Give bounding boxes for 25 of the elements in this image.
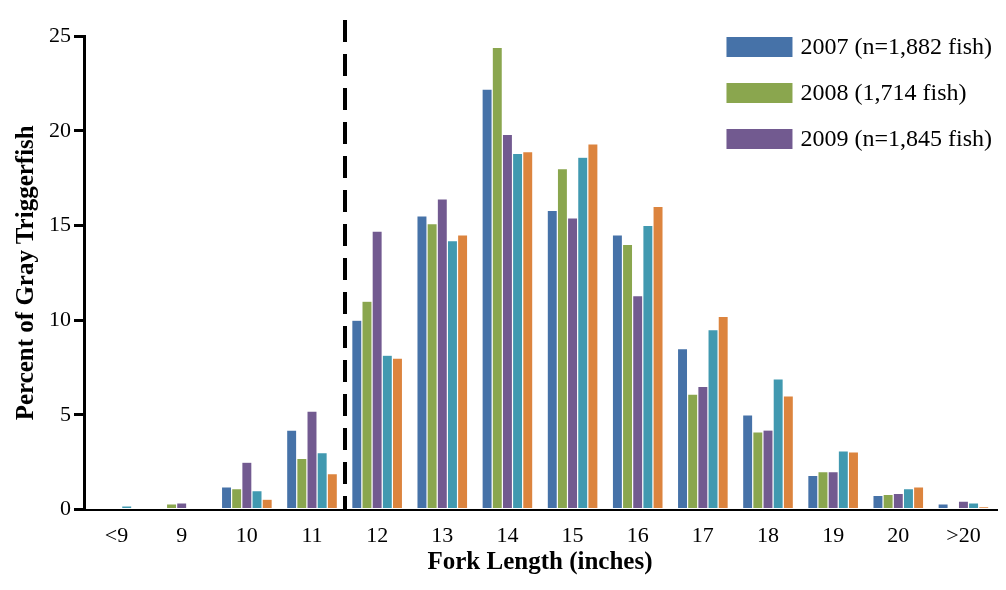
x-tick-label: 9 (176, 521, 188, 547)
x-tick-label: 14 (496, 521, 519, 547)
x-tick-label: 19 (822, 521, 845, 547)
x-tick-label: 13 (431, 521, 454, 547)
legend-label: 2008 (1,714 fish) (800, 79, 967, 106)
legend-label: 2007 (n=1,882 fish) (800, 33, 993, 60)
x-tick-label: 10 (235, 521, 258, 547)
y-tick-label: 5 (60, 400, 71, 426)
x-tick-label: 12 (366, 521, 389, 547)
x-tick-label: 11 (301, 521, 323, 547)
x-tick-label: <9 (104, 521, 129, 547)
x-axis-title: Fork Length (inches) (427, 547, 653, 576)
y-tick-label: 20 (49, 116, 71, 142)
y-tick-label: 10 (49, 305, 71, 331)
x-tick-label: 16 (626, 521, 649, 547)
y-axis-title: Percent of Gray Triggerfish (11, 125, 39, 421)
x-tick-label: >20 (946, 521, 981, 547)
x-tick-label: 17 (691, 521, 714, 547)
x-tick-label: 15 (561, 521, 584, 547)
x-tick-label: 18 (757, 521, 779, 547)
y-tick-label: 25 (49, 21, 71, 47)
y-tick-label: 0 (60, 495, 71, 521)
y-tick-label: 15 (49, 211, 71, 237)
x-tick-label: 20 (887, 521, 910, 547)
legend-label: 2009 (n=1,845 fish) (800, 125, 993, 152)
